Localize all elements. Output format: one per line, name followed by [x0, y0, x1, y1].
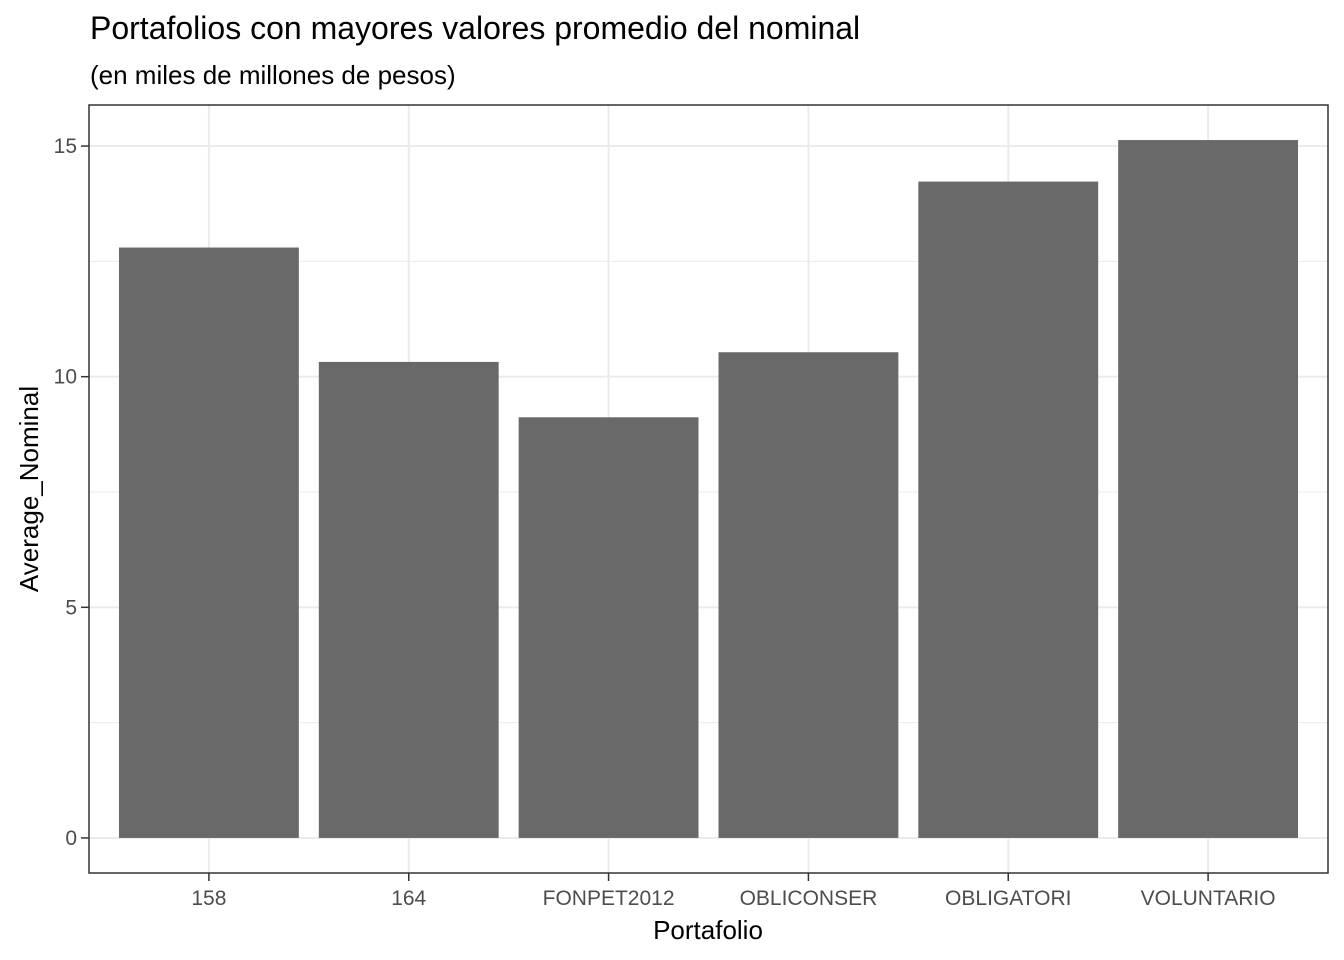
y-tick-label: 10	[54, 366, 77, 389]
x-tick-label: VOLUNTARIO	[1141, 887, 1276, 910]
bar-obliconser	[718, 352, 899, 838]
y-tick-label: 15	[54, 135, 77, 158]
x-tick-label: OBLIGATORI	[945, 887, 1071, 910]
bars	[118, 140, 1299, 838]
y-axis-label: Average_Nominal	[14, 386, 44, 592]
y-tick-label: 0	[65, 827, 77, 850]
x-axis: 158 164 FONPET2012 OBLICONSER OBLIGATORI VOLU…	[191, 873, 1276, 910]
bar-voluntario	[1118, 140, 1299, 838]
chart-title: Portafolios con mayores valores promedio…	[90, 10, 861, 46]
bar-158	[118, 247, 299, 838]
x-tick-label: OBLICONSER	[740, 887, 878, 910]
x-axis-label: Portafolio	[653, 915, 763, 945]
x-tick-label: 164	[391, 887, 426, 910]
bar-164	[318, 361, 499, 838]
bar-obligatori	[918, 181, 1099, 838]
panel-border	[88, 104, 1329, 874]
y-axis: 0 5 10 15	[54, 135, 89, 850]
x-tick-label: 158	[191, 887, 226, 910]
x-tick-label: FONPET2012	[543, 887, 675, 910]
chart-subtitle: (en miles de millones de pesos)	[90, 60, 456, 90]
y-tick-label: 5	[65, 596, 77, 619]
bar-fonpet2012	[518, 417, 699, 838]
